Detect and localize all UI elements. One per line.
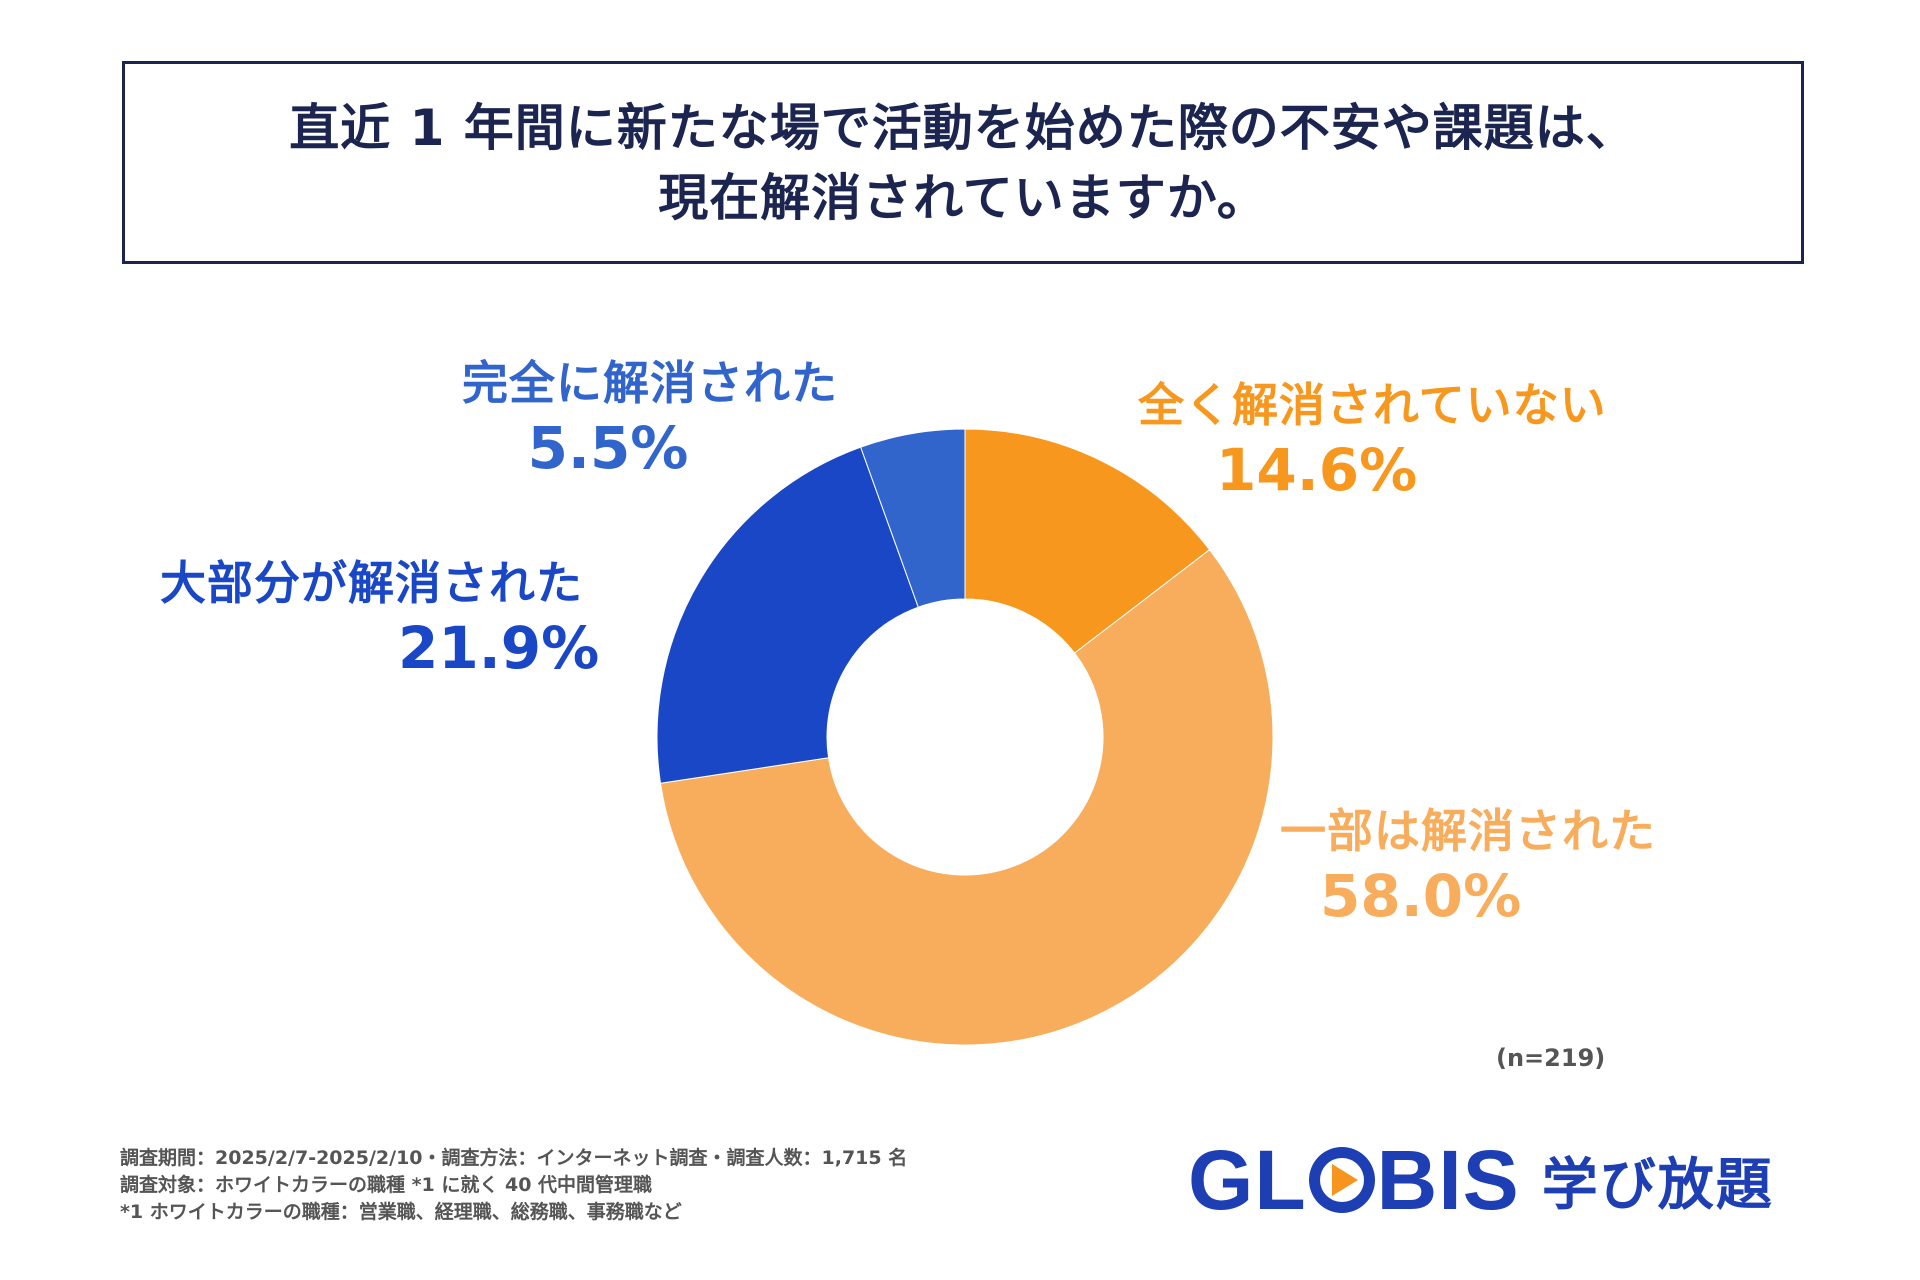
chart-title-line-2: 現在解消されていますか。 [658, 168, 1268, 227]
play-icon [1308, 1147, 1375, 1213]
slice-fully-resolved [860, 428, 966, 608]
slice-not-resolved [964, 428, 1211, 654]
footnotes: 調査期間：2025/2/7-2025/2/10・調査方法：インターネット調査・調… [120, 1145, 907, 1226]
slice-label-value: 14.6% [1216, 436, 1418, 505]
footnote-line: 調査期間：2025/2/7-2025/2/10・調査方法：インターネット調査・調… [120, 1147, 908, 1169]
logo-text-after: BIS [1376, 1132, 1520, 1227]
slice-label-name: 一部は解消された [1280, 804, 1656, 858]
slice-label-value: 21.9% [398, 614, 600, 683]
chart-title-line-1: 直近 1 年間に新たな場で活動を始めた際の不安や課題は、 [289, 98, 1637, 157]
label-partly-resolved: 一部は解消された 58.0% [1280, 804, 1656, 935]
slice-label-value: 58.0% [1320, 862, 1522, 931]
label-fully-resolved: 完全に解消された 5.5% [430, 356, 870, 487]
slice-mostly-resolved [656, 446, 919, 784]
footnote-line: *1 ホワイトカラーの職種：営業職、経理職、総務職、事務職など [120, 1200, 682, 1223]
label-mostly-resolved: 大部分が解消された 21.9% [160, 556, 660, 687]
globis-logo: GL BIS 学び放題 [1188, 1133, 1774, 1227]
slice-label-name: 大部分が解消された [160, 556, 583, 610]
slice-label-name: 全く解消されていない [1138, 378, 1607, 432]
slice-label-name: 完全に解消された [462, 356, 838, 410]
slice-label-value: 5.5% [527, 414, 689, 483]
label-not-resolved: 全く解消されていない 14.6% [1138, 378, 1607, 509]
logo-subtitle: 学び放題 [1541, 1152, 1774, 1218]
title-box: 直近 1 年間に新たな場で活動を始めた際の不安や課題は、 現在解消されていますか… [122, 61, 1804, 264]
logo-wordmark: GL BIS [1188, 1132, 1520, 1229]
sample-size-label: (n=219) [1496, 1044, 1606, 1072]
slice-partly-resolved [659, 549, 1274, 1046]
logo-text-before: GL [1188, 1132, 1307, 1227]
footnote-line: 調査対象：ホワイトカラーの職種 *1 に就く 40 代中間管理職 [120, 1173, 653, 1196]
